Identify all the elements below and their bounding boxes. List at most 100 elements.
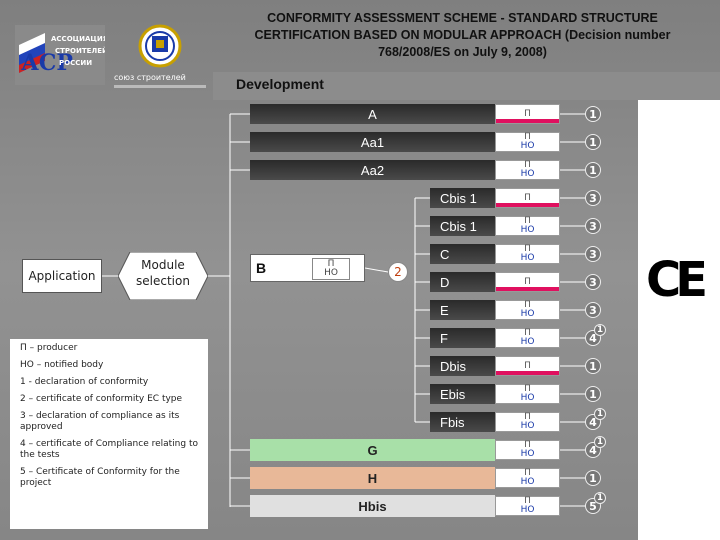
logo-caption: союз строителей [114,73,186,82]
result-circle: 3 [585,302,601,318]
logo-line-1: АССОЦИАЦИЯ [51,35,105,43]
module-b-notified: НО [324,268,338,278]
result-circle: 3 [585,246,601,262]
module-bar-f: F [430,328,495,348]
producer-mark: П [524,468,531,478]
pink-indicator [496,119,559,123]
legend: П – producer НО – notified body 1 - decl… [10,339,208,529]
builders-union-logo: союз строителей [114,24,206,88]
participant-cell: П НО [495,440,560,460]
producer-mark: П [524,216,531,226]
producer-mark: П [524,244,531,254]
notified-body-mark: НО [520,449,535,459]
legend-item: 2 – certificate of conformity EC type [20,394,183,404]
result-circle-secondary: 1 [594,436,606,448]
producer-mark: П [524,412,531,422]
development-label: Development [236,76,324,92]
result-circle: 1 [585,386,601,402]
notified-body-mark: НО [520,169,535,179]
participant-cell: П НО [495,132,560,152]
producer-mark: П [524,360,531,371]
application-box: Application [22,259,102,293]
producer-mark: П [524,328,531,338]
producer-mark: П [524,384,531,394]
participant-cell: П НО [495,468,560,488]
module-bar-g: G [250,439,495,461]
participant-cell: П НО [495,412,560,432]
hexagon-outline [118,252,208,300]
legend-item: 1 - declaration of conformity [20,377,149,387]
title-line-3: 768/2008/ES on July 9, 2008) [378,45,547,59]
development-band [213,72,720,100]
result-circle: 3 [585,190,601,206]
notified-body-mark: НО [520,393,535,403]
module-b-producer: П [327,259,335,269]
module-bar-dbis: Dbis [430,356,495,376]
participant-cell: П НО [495,160,560,180]
result-circle: 1 [585,134,601,150]
module-selection-shape: Module selection [118,252,208,300]
legend-item: НО – notified body [20,360,104,370]
notified-body-mark: НО [520,477,535,487]
producer-mark: П [524,300,531,310]
module-b-inner: П НО [312,258,350,280]
slide-title: CONFORMITY ASSESSMENT SCHEME - STANDARD … [215,10,710,61]
participant-cell: П [495,188,560,208]
participant-cell: П НО [495,496,560,516]
result-circle: 1 [585,162,601,178]
producer-mark: П [524,440,531,450]
legend-item: 4 – certificate of Compliance relating t… [20,439,198,460]
module-bar-cbis-1: Cbis 1 [430,188,495,208]
module-bar-hbis: Hbis [250,495,495,517]
participant-cell: П НО [495,328,560,348]
module-b-label: B [256,260,267,276]
module-bar-e: E [430,300,495,320]
module-bar-a: A [250,104,495,124]
notified-body-mark: НО [520,253,535,263]
logo-letters: АСР [21,50,73,76]
result-circle: 1 [585,470,601,486]
pink-indicator [496,287,559,291]
ce-mark: CE [646,252,708,308]
producer-mark: П [524,192,531,203]
participant-cell: П [495,356,560,376]
module-b-result-circle: 2 [388,262,408,282]
module-bar-aa2: Aa2 [250,160,495,180]
participant-cell: П НО [495,244,560,264]
result-circle-secondary: 1 [594,324,606,336]
module-bar-d: D [430,272,495,292]
producer-mark: П [524,276,531,287]
legend-item: 5 – Certificate of Conformity for the pr… [20,467,180,488]
participant-cell: П [495,104,560,124]
result-circle-secondary: 1 [594,492,606,504]
module-bar-cbis-1: Cbis 1 [430,216,495,236]
participant-cell: П [495,272,560,292]
participant-cell: П НО [495,216,560,236]
producer-mark: П [524,132,531,142]
notified-body-mark: НО [520,141,535,151]
pink-indicator [496,371,559,375]
notified-body-mark: НО [520,337,535,347]
notified-body-mark: НО [520,225,535,235]
legend-item: П – producer [20,343,78,353]
result-circle-secondary: 1 [594,408,606,420]
module-bar-h: H [250,467,495,489]
participant-cell: П НО [495,300,560,320]
notified-body-mark: НО [520,421,535,431]
notified-body-mark: НО [520,309,535,319]
result-circle: 3 [585,218,601,234]
notified-body-mark: НО [520,505,535,515]
module-bar-c: C [430,244,495,264]
title-line-1: CONFORMITY ASSESSMENT SCHEME - STANDARD … [267,11,658,25]
producer-mark: П [524,108,531,119]
logo-line-2: СТРОИТЕЛЕЙ [55,46,105,55]
result-circle: 1 [585,106,601,122]
participant-cell: П НО [495,384,560,404]
module-bar-aa1: Aa1 [250,132,495,152]
ce-column [638,100,720,540]
producer-mark: П [524,496,531,506]
module-bar-ebis: Ebis [430,384,495,404]
pink-indicator [496,203,559,207]
legend-item: 3 – declaration of compliance as its app… [20,411,180,432]
